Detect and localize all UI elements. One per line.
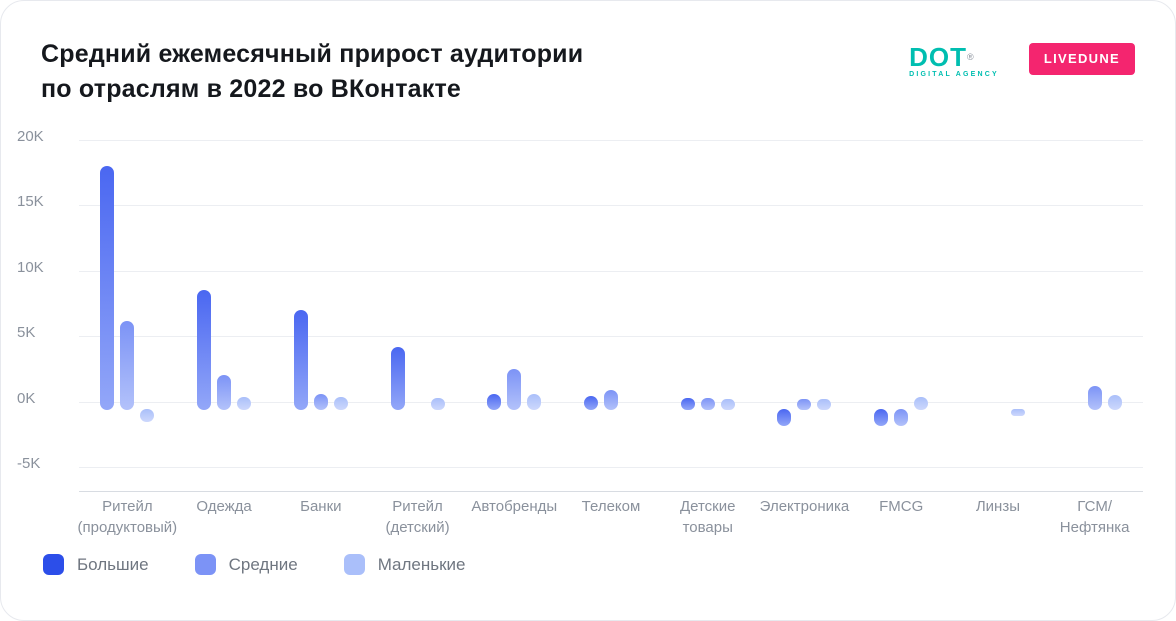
- bar-Средние-9: [894, 408, 909, 426]
- bar-Большие-4: [390, 346, 405, 410]
- bar-Средние-5: [507, 368, 522, 410]
- legend-item-Большие: Большие: [43, 554, 149, 575]
- bar-Средние-11: [1087, 385, 1102, 410]
- category-label: Автобренды: [471, 498, 558, 515]
- bar-Маленькие-1: [140, 408, 155, 422]
- bar-Маленькие-8: [817, 398, 832, 410]
- page-title-line1: Средний ежемесячный прирост аудитории: [41, 40, 584, 68]
- bar-Большие-8: [777, 408, 792, 426]
- legend-swatch-icon: [343, 554, 365, 575]
- legend-label: Большие: [77, 554, 149, 574]
- bar-Средние-7: [700, 398, 715, 410]
- gridline: [79, 270, 1143, 272]
- category-label: FMCG: [879, 498, 924, 515]
- y-axis-tick-label: 15K: [17, 193, 44, 211]
- bar-Большие-3: [293, 310, 308, 410]
- livedune-logo: LIVEDUNE: [1028, 43, 1135, 75]
- bar-Маленькие-10: [1010, 408, 1025, 416]
- y-axis-tick-label: 10K: [17, 258, 44, 276]
- category-label: Детские товары: [679, 498, 736, 536]
- bar-Маленькие-3: [333, 397, 348, 410]
- category-label: Линзы: [975, 498, 1020, 515]
- category-label: Телеком: [581, 498, 641, 515]
- legend-swatch-icon: [194, 554, 216, 575]
- gridline: [79, 140, 1143, 141]
- category-label: Электроника: [759, 498, 850, 515]
- bar-Средние-6: [604, 389, 618, 410]
- legend-item-Маленькие: Маленькие: [343, 554, 466, 575]
- dot-logo-text: DOT®: [909, 42, 975, 72]
- bar-Средние-8: [797, 398, 812, 410]
- bar-Маленькие-2: [237, 397, 252, 410]
- legend-swatch-icon: [43, 554, 64, 575]
- bar-Большие-1: [100, 166, 115, 410]
- y-axis-tick-label: 0K: [17, 389, 36, 407]
- bar-Большие-7: [680, 397, 695, 410]
- registered-mark-icon: ®: [966, 52, 975, 62]
- category-label: ГСМ/Нефтянка: [1059, 498, 1130, 536]
- category-label: Банки: [300, 498, 342, 515]
- category-label: Одежда: [196, 498, 252, 515]
- page-title-line2: по отраслям в 2022 во ВКонтакте: [41, 75, 462, 103]
- bar-Большие-2: [197, 290, 212, 410]
- legend-item-Средние: Средние: [194, 554, 298, 575]
- bar-Маленькие-4: [430, 398, 445, 410]
- gridline: [79, 467, 1143, 468]
- y-axis-tick-label: -5K: [17, 455, 41, 472]
- bar-Средние-1: [120, 320, 135, 410]
- page-title: Средний ежемесячный прирост аудитории по …: [41, 37, 583, 107]
- category-label: Ритейл (продуктовый): [77, 498, 178, 536]
- logo-group: DOT® DIGITAL AGENCY LIVEDUNE: [909, 43, 1135, 78]
- bar-Маленькие-7: [720, 398, 735, 410]
- bar-Большие-5: [487, 393, 502, 410]
- gridline: [79, 336, 1143, 338]
- x-axis-line: [79, 491, 1143, 492]
- dot-logo-subtitle: DIGITAL AGENCY: [909, 71, 999, 78]
- gridline: [79, 205, 1143, 207]
- chart-legend: Большие Средние Маленькие: [43, 554, 466, 575]
- y-axis-tick-label: 5K: [17, 324, 36, 342]
- legend-label: Маленькие: [377, 554, 466, 574]
- bar-Большие-6: [584, 395, 598, 410]
- bar-Маленькие-5: [527, 393, 542, 410]
- bar-Маленькие-9: [914, 397, 929, 410]
- bar-Средние-3: [313, 394, 328, 410]
- category-label: Ритейл (детский): [385, 498, 450, 536]
- legend-label: Средние: [228, 554, 298, 574]
- dot-logo: DOT® DIGITAL AGENCY: [909, 42, 999, 78]
- y-axis-tick-label: 20K: [17, 128, 44, 145]
- bar-Большие-9: [874, 408, 889, 426]
- bar-Маленькие-11: [1107, 395, 1122, 410]
- bar-Средние-2: [217, 375, 232, 410]
